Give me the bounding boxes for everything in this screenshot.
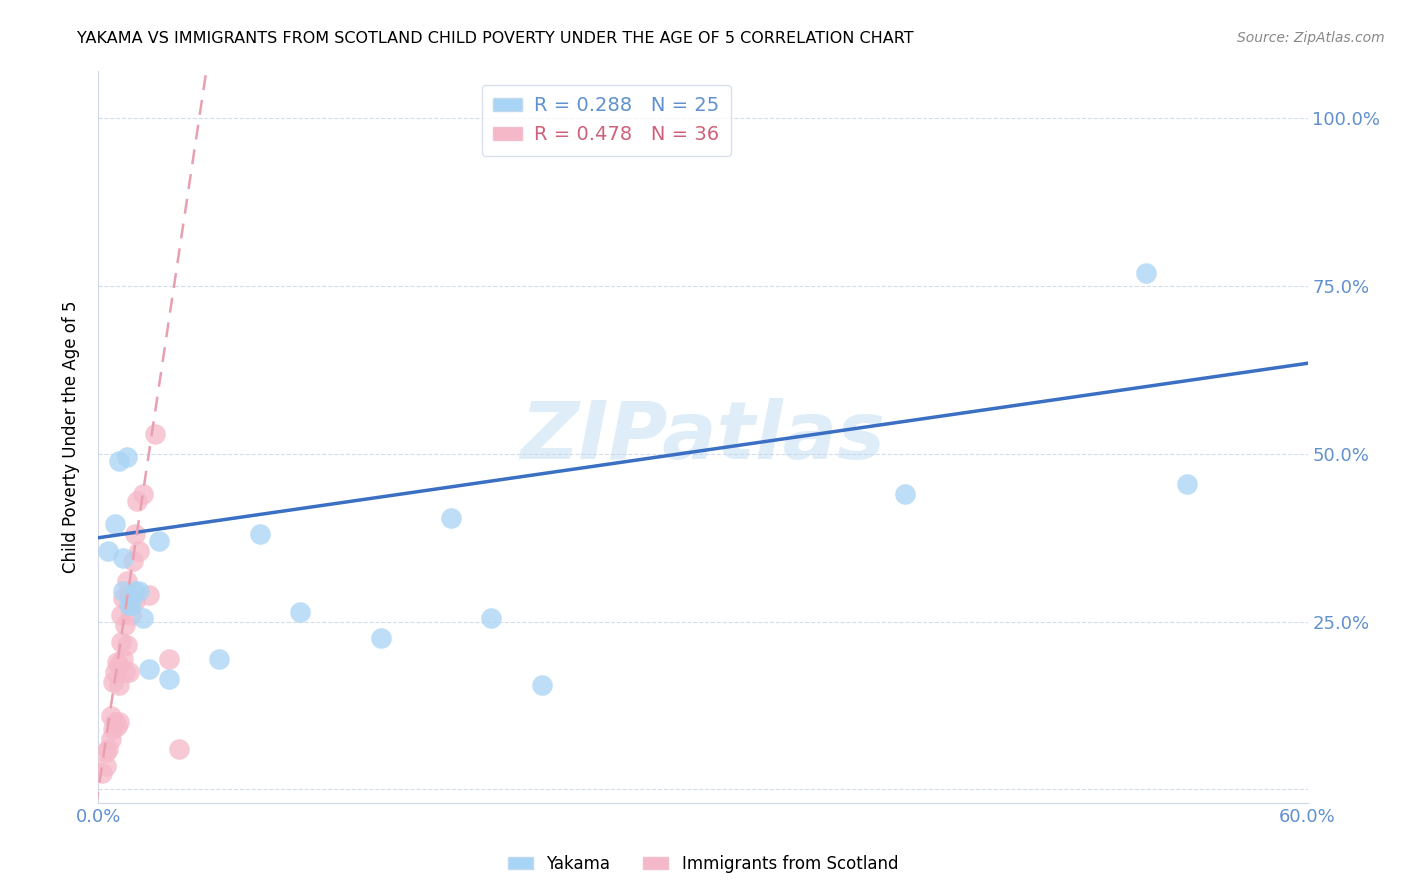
Point [370,632,392,646]
Point [157,672,180,686]
Point [132,487,155,501]
Point [103,517,125,532]
Point [107,678,129,692]
Point [110,634,132,648]
Point [138,662,160,676]
Text: YAKAMA VS IMMIGRANTS FROM SCOTLAND CHILD POVERTY UNDER THE AGE OF 5 CORRELATION : YAKAMA VS IMMIGRANTS FROM SCOTLAND CHILD… [77,31,914,46]
Point [120,607,142,622]
Point [124,594,146,608]
Point [208,651,231,665]
Point [110,607,132,622]
Point [97,544,120,558]
Point [100,708,122,723]
Point [120,598,142,612]
Point [143,426,166,441]
Point [101,722,124,736]
Point [893,487,915,501]
Point [1135,266,1157,280]
Point [114,618,136,632]
Point [440,510,463,524]
Point [115,638,138,652]
Point [97,742,120,756]
Point [121,554,143,568]
Point [111,550,134,565]
Point [1175,477,1198,491]
Y-axis label: Child Poverty Under the Age of 5: Child Poverty Under the Age of 5 [62,301,80,574]
Legend: Yakama, Immigrants from Scotland: Yakama, Immigrants from Scotland [501,848,905,880]
Point [107,453,129,467]
Point [101,675,124,690]
Point [107,715,129,730]
Point [111,651,134,665]
Point [530,678,553,692]
Point [148,534,170,549]
Point [91,765,114,780]
Point [105,655,128,669]
Point [96,746,118,760]
Point [249,527,271,541]
Point [124,584,146,599]
Point [96,759,118,773]
Point [167,742,190,756]
Point [103,665,125,679]
Point [157,651,180,665]
Point [111,584,134,599]
Text: ZIPatlas: ZIPatlas [520,398,886,476]
Point [118,665,141,679]
Point [481,611,503,625]
Point [115,450,138,465]
Point [115,574,138,589]
Text: Source: ZipAtlas.com: Source: ZipAtlas.com [1237,31,1385,45]
Point [138,588,160,602]
Point [111,591,134,606]
Point [124,527,146,541]
Point [107,658,129,673]
Point [288,605,311,619]
Point [100,732,122,747]
Point [105,718,128,732]
Legend: R = 0.288   N = 25, R = 0.478   N = 36: R = 0.288 N = 25, R = 0.478 N = 36 [482,85,731,156]
Point [114,665,136,679]
Point [128,544,150,558]
Point [132,611,155,625]
Point [125,493,148,508]
Point [103,715,125,730]
Point [118,598,141,612]
Point [128,584,150,599]
Point [118,588,141,602]
